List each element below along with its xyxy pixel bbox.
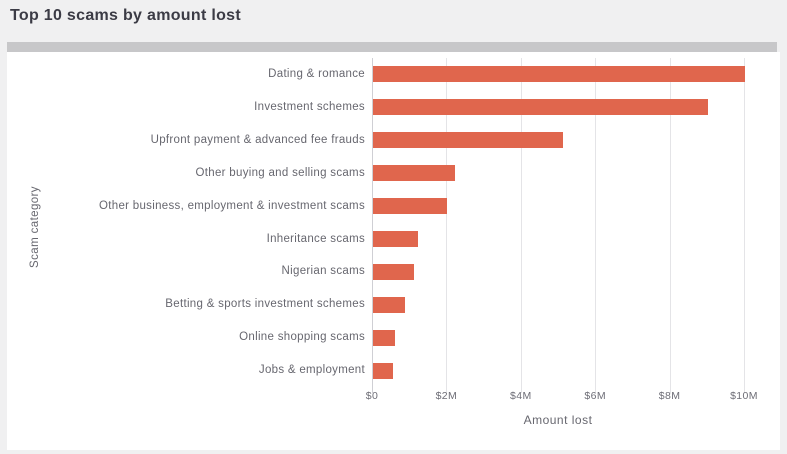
bar[interactable] — [373, 66, 745, 83]
bar[interactable] — [373, 362, 394, 379]
category-label: Upfront payment & advanced fee frauds — [150, 133, 365, 146]
gridline — [446, 58, 448, 393]
gridline — [520, 58, 522, 393]
category-label: Other business, employment & investment … — [99, 199, 365, 212]
bar[interactable] — [373, 132, 563, 149]
zero-gridline — [372, 58, 373, 393]
x-axis-ticks: $0 $2M $4M $6M $8M $10M — [7, 390, 780, 404]
bar[interactable] — [373, 99, 708, 116]
bar[interactable] — [373, 296, 405, 313]
category-label: Online shopping scams — [239, 331, 365, 344]
category-label: Jobs & employment — [258, 364, 365, 377]
page-title: Top 10 scams by amount lost — [10, 7, 241, 24]
bar[interactable] — [373, 329, 396, 346]
category-label: Other buying and selling scams — [195, 166, 365, 179]
gridline — [595, 58, 597, 393]
category-label: Investment schemes — [254, 100, 365, 113]
gridline — [669, 58, 671, 393]
chart-card: Scam category Dating & romance Investment… — [7, 52, 780, 450]
category-label: Betting & sports investment schemes — [165, 298, 365, 311]
x-tick-label: $4M — [509, 390, 532, 402]
x-axis-label: Amount lost — [523, 413, 593, 427]
bar[interactable] — [373, 263, 414, 280]
category-axis-labels: Dating & romance Investment schemes Upfron… — [7, 58, 365, 387]
bar[interactable] — [373, 230, 418, 247]
bar[interactable] — [373, 198, 448, 215]
x-tick-label: $8M — [658, 390, 681, 402]
category-label: Inheritance scams — [266, 232, 365, 245]
x-tick-label: $0 — [365, 390, 379, 402]
bar[interactable] — [373, 165, 455, 182]
plot-area — [372, 58, 757, 393]
x-tick-label: $6M — [584, 390, 607, 402]
gridline — [744, 58, 745, 393]
x-tick-label: $10M — [730, 390, 758, 402]
category-label: Dating & romance — [268, 68, 365, 80]
category-label: Nigerian scams — [281, 265, 365, 278]
horizontal-scrollbar-thumb[interactable] — [7, 42, 777, 52]
x-tick-label: $2M — [435, 390, 458, 402]
